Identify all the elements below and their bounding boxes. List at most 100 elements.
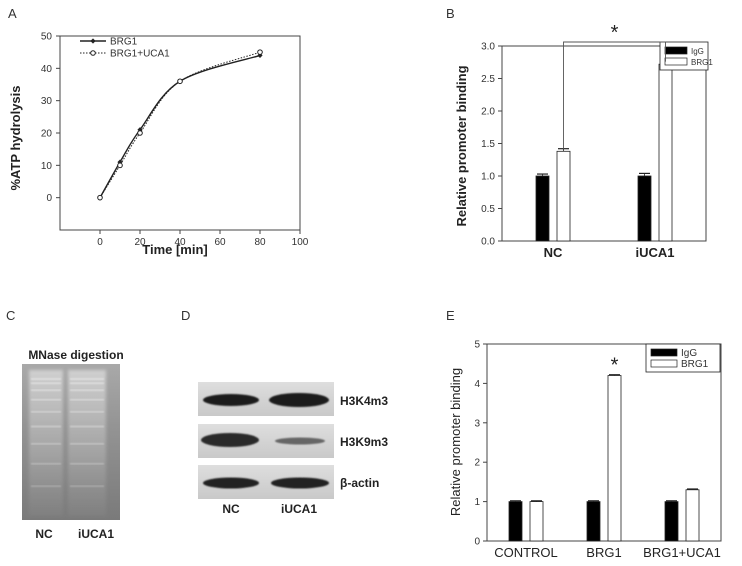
chart-e-legend-swatch	[650, 348, 678, 357]
panel-label-d: D	[181, 308, 190, 323]
gel-band	[31, 389, 61, 392]
panel-c-title: MNase digestion	[28, 348, 123, 362]
blot-label-beta-actin: β-actin	[340, 476, 379, 490]
chart-a-point-brg1-uca1	[137, 130, 143, 136]
gel-band	[31, 442, 61, 445]
chart-a-x-tick-label: 60	[214, 237, 226, 248]
chart-b-category-label: iUCA1	[635, 245, 674, 260]
chart-e-y-tick-label: 5	[474, 340, 480, 351]
chart-a-series-line-brg1	[99, 54, 261, 199]
chart-e-legend-label: BRG1	[681, 359, 709, 370]
chart-a-y-tick-label: 50	[41, 32, 53, 43]
chart-b-y-tick-label: 2.0	[481, 107, 495, 118]
chart-e-y-tick-label: 2	[474, 458, 480, 469]
band-h3k4m3-iuca1	[269, 393, 329, 407]
chart-a-legend-marker	[90, 38, 96, 44]
panel-d-western-blot: H3K4m3 H3K9m3 β-actin NC iUCA1	[198, 382, 388, 516]
chart-a-y-tick-label: 20	[41, 129, 53, 140]
chart-b-y-tick-label: 0.5	[481, 204, 495, 215]
chart-e-bar-igg-brg1	[586, 501, 601, 542]
gel-band	[70, 425, 104, 428]
chart-a-point-brg1-uca1	[117, 162, 123, 169]
chart-a-y-tick-label: 10	[41, 161, 53, 172]
chart-b-y-tick-label: 2.5	[481, 74, 495, 85]
gel-band	[70, 382, 104, 385]
chart-e-bar-igg-control	[508, 501, 523, 542]
gel-band	[70, 398, 104, 401]
chart-e-category-label: CONTROL	[494, 545, 558, 560]
gel-band	[31, 378, 61, 380]
gel-band	[31, 398, 61, 401]
chart-a-x-tick-label: 20	[134, 237, 146, 248]
chart-e-category-label: BRG1+UCA1	[643, 545, 721, 560]
panel-c-lane-label-nc: NC	[35, 527, 53, 541]
chart-a-legend-label: BRG1	[110, 37, 138, 48]
chart-b-category-label: NC	[544, 245, 563, 260]
chart-b-bar-igg-iuca1	[637, 175, 652, 242]
chart-a-plot-frame	[59, 35, 301, 231]
chart-b-legend-swatch	[664, 57, 688, 66]
chart-b-legend-swatch	[664, 46, 688, 55]
chart-a-x-tick-label: 80	[254, 237, 266, 248]
chart-b-bar-brg1-iuca1	[658, 63, 673, 242]
chart-e-legend-swatch	[650, 359, 678, 368]
chart-e-bar-brg1-brg1	[607, 375, 622, 542]
panel-c-mnase-gel: MNase digestion NC iUCA1	[22, 348, 124, 541]
chart-a-y-tick-label: 30	[41, 96, 53, 107]
chart-e-bar-brg1-brg1-uca1	[685, 489, 700, 542]
chart-a-point-brg1-uca1	[97, 194, 103, 201]
chart-a-x-tick-label: 100	[292, 237, 309, 248]
panel-d-lane-label-nc: NC	[222, 502, 240, 516]
gel-band	[31, 485, 61, 488]
chart-e-legend-label: IgG	[681, 348, 697, 359]
panel-label-b: B	[446, 6, 455, 21]
panel-c-lane-label-iuca1: iUCA1	[78, 527, 114, 541]
band-beta-actin-iuca1	[271, 477, 329, 489]
chart-e-bar-igg-brg1-uca1	[664, 501, 679, 542]
band-h3k9m3-iuca1	[275, 437, 325, 445]
panel-d-lane-label-iuca1: iUCA1	[281, 502, 317, 516]
chart-e-category-label: BRG1	[586, 545, 621, 560]
chart-e-y-tick-label: 0	[474, 537, 480, 548]
chart-a-y-axis-label: %ATP hydrolysis	[8, 86, 23, 191]
chart-b-y-tick-label: 0.0	[481, 237, 495, 248]
chart-b-y-tick-label: 1.5	[481, 139, 495, 150]
blot-label-h3k4m3: H3K4m3	[340, 394, 388, 408]
chart-e-y-tick-label: 4	[474, 379, 480, 390]
band-beta-actin-nc	[203, 477, 259, 489]
chart-a-y-tick-label: 0	[46, 193, 52, 204]
chart-b-legend-label: BRG1	[691, 58, 713, 67]
chart-a-legend-marker	[90, 50, 96, 56]
chart-b-legend-label: IgG	[691, 47, 704, 56]
gel-band	[70, 462, 104, 465]
chart-b-y-axis-label: Relative promoter binding	[454, 65, 469, 226]
chart-e-y-tick-label: 1	[474, 497, 480, 508]
chart-b-plot-frame	[501, 45, 707, 242]
gel-band	[70, 485, 104, 488]
panel-label-c: C	[6, 308, 15, 323]
chart-a-point-brg1-uca1	[177, 78, 183, 85]
gel-band	[31, 462, 61, 465]
chart-a-x-tick-label: 40	[174, 237, 186, 248]
chart-b-significance-bracket	[563, 41, 666, 149]
gel-band	[70, 442, 104, 445]
panel-label-e: E	[446, 308, 455, 323]
gel-band	[31, 425, 61, 428]
gel-band	[70, 378, 104, 380]
band-h3k4m3-nc	[203, 394, 259, 406]
chart-a-point-brg1-uca1	[257, 49, 263, 55]
chart-e-significance-star: *	[611, 355, 619, 377]
gel-band	[70, 389, 104, 392]
chart-e-y-tick-label: 3	[474, 418, 480, 429]
chart-a-x-tick-label: 0	[97, 237, 103, 248]
chart-e-bar-brg1-control	[529, 501, 544, 542]
chart-b-significance-star: *	[611, 22, 619, 44]
chart-b-bar-brg1-nc	[556, 150, 571, 242]
chart-a-x-axis-label: Time [min]	[142, 242, 208, 257]
gel-band	[31, 382, 61, 385]
gel-band	[31, 410, 61, 413]
